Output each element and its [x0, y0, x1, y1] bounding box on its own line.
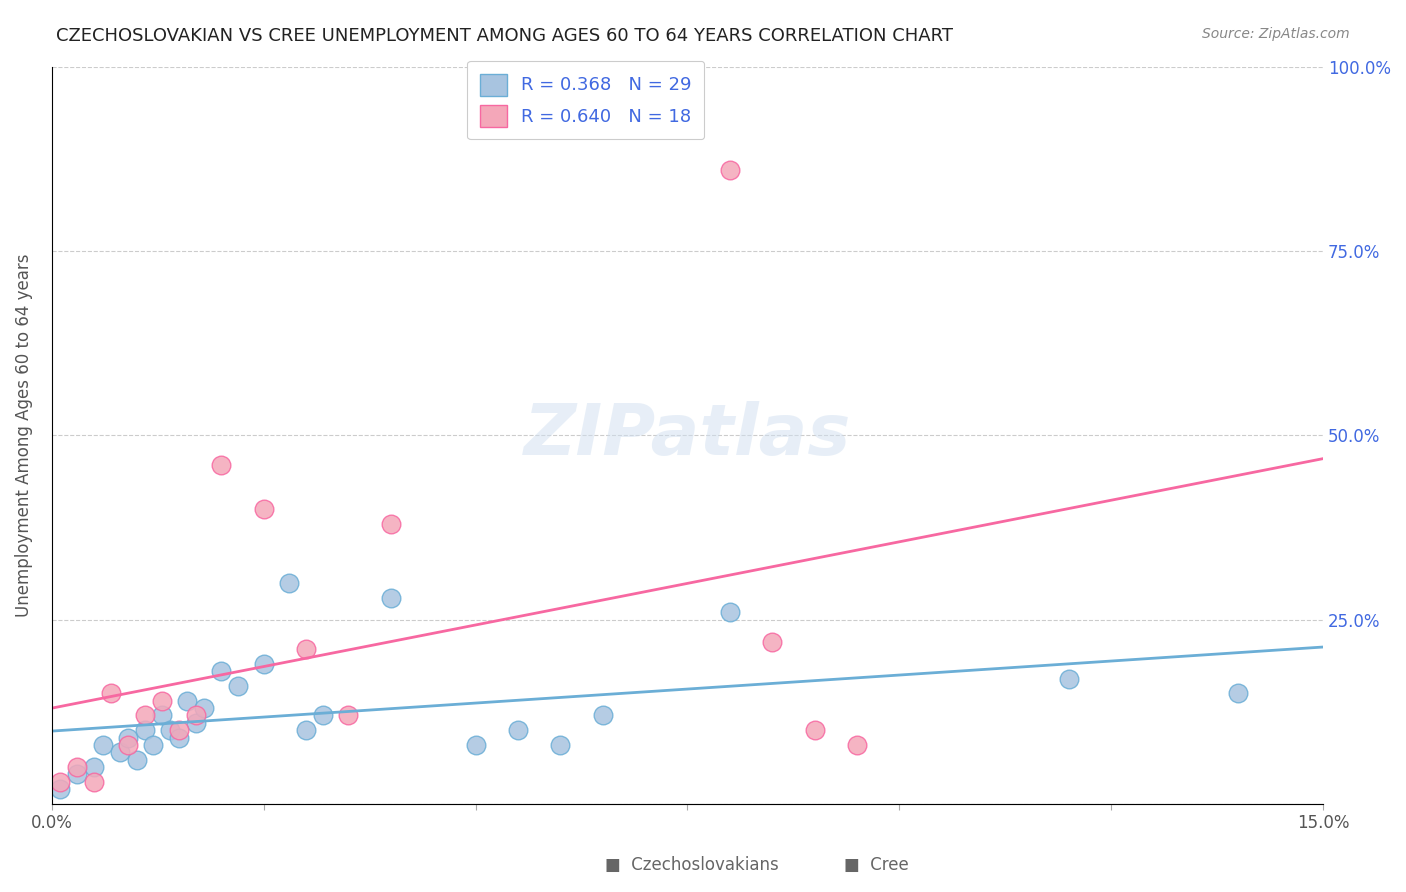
Point — [761, 634, 783, 648]
Point — [253, 657, 276, 671]
Point — [1057, 672, 1080, 686]
Point — [83, 760, 105, 774]
Point — [464, 738, 486, 752]
Point — [295, 642, 318, 657]
Point — [134, 708, 156, 723]
Point — [91, 738, 114, 752]
Point — [150, 708, 173, 723]
Point — [226, 679, 249, 693]
Point — [1227, 686, 1250, 700]
Text: ■  Czechoslovakians: ■ Czechoslovakians — [605, 855, 779, 873]
Point — [159, 723, 181, 738]
Point — [253, 502, 276, 516]
Point — [117, 738, 139, 752]
Point — [506, 723, 529, 738]
Point — [380, 591, 402, 605]
Point — [209, 665, 232, 679]
Text: ■  Cree: ■ Cree — [844, 855, 908, 873]
Text: ZIPatlas: ZIPatlas — [524, 401, 851, 470]
Point — [184, 715, 207, 730]
Point — [193, 701, 215, 715]
Point — [150, 694, 173, 708]
Point — [803, 723, 825, 738]
Point — [49, 782, 72, 797]
Point — [846, 738, 869, 752]
Point — [550, 738, 572, 752]
Point — [380, 516, 402, 531]
Point — [209, 458, 232, 472]
Point — [295, 723, 318, 738]
Point — [167, 731, 190, 745]
Point — [108, 745, 131, 759]
Point — [117, 731, 139, 745]
Point — [184, 708, 207, 723]
Point — [592, 708, 614, 723]
Point — [718, 162, 741, 177]
Text: CZECHOSLOVAKIAN VS CREE UNEMPLOYMENT AMONG AGES 60 TO 64 YEARS CORRELATION CHART: CZECHOSLOVAKIAN VS CREE UNEMPLOYMENT AMO… — [56, 27, 953, 45]
Point — [312, 708, 335, 723]
Point — [278, 575, 301, 590]
Point — [125, 753, 148, 767]
Point — [66, 767, 89, 781]
Text: Source: ZipAtlas.com: Source: ZipAtlas.com — [1202, 27, 1350, 41]
Y-axis label: Unemployment Among Ages 60 to 64 years: Unemployment Among Ages 60 to 64 years — [15, 253, 32, 617]
Point — [100, 686, 122, 700]
Point — [176, 694, 198, 708]
Point — [134, 723, 156, 738]
Point — [66, 760, 89, 774]
Legend: R = 0.368   N = 29, R = 0.640   N = 18: R = 0.368 N = 29, R = 0.640 N = 18 — [467, 61, 704, 139]
Point — [718, 605, 741, 619]
Point — [142, 738, 165, 752]
Point — [337, 708, 360, 723]
Point — [49, 775, 72, 789]
Point — [167, 723, 190, 738]
Point — [83, 775, 105, 789]
